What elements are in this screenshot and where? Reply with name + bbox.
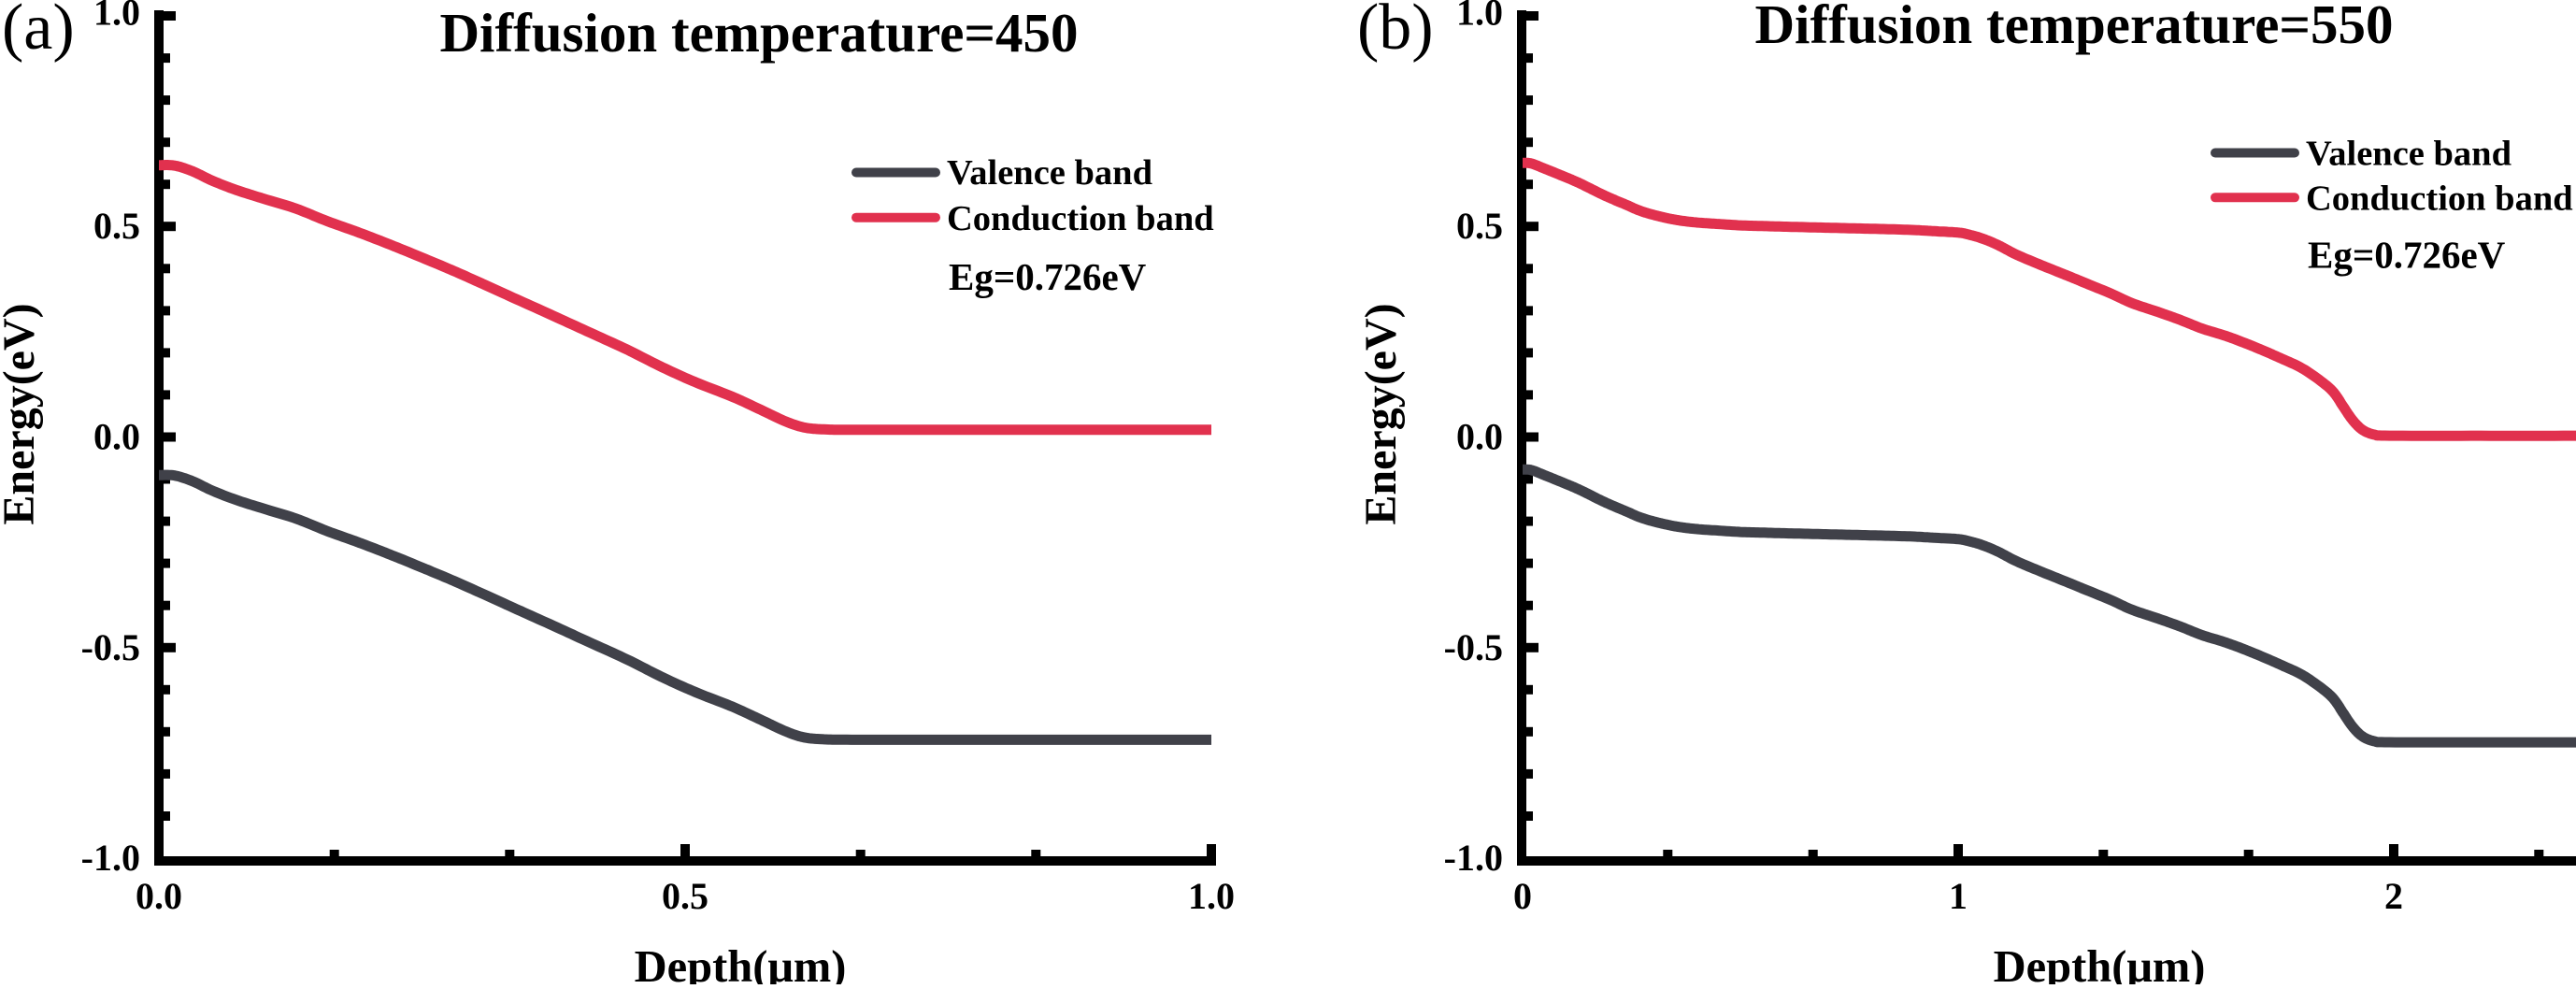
svg-text:Depth(μm): Depth(μm) — [635, 942, 847, 984]
svg-text:1: 1 — [1949, 875, 1968, 917]
svg-text:0.0: 0.0 — [93, 416, 140, 458]
svg-text:1.0: 1.0 — [1456, 0, 1503, 34]
svg-text:0.5: 0.5 — [1456, 205, 1503, 247]
svg-text:-0.5: -0.5 — [81, 626, 140, 668]
svg-text:0.5: 0.5 — [93, 205, 140, 247]
svg-text:Valence band: Valence band — [947, 153, 1152, 193]
svg-text:0.0: 0.0 — [136, 875, 182, 917]
svg-text:-1.0: -1.0 — [1444, 837, 1503, 879]
svg-text:Eg=0.726eV: Eg=0.726eV — [949, 255, 1147, 298]
svg-text:-0.5: -0.5 — [1444, 626, 1503, 668]
svg-text:Conduction band: Conduction band — [947, 199, 1214, 238]
svg-text:(b): (b) — [1357, 0, 1434, 64]
svg-text:(a): (a) — [2, 0, 75, 64]
svg-text:1.0: 1.0 — [93, 0, 140, 34]
svg-text:Conduction band: Conduction band — [2306, 179, 2573, 219]
svg-text:Depth(μm): Depth(μm) — [1994, 942, 2206, 984]
svg-text:0.0: 0.0 — [1456, 416, 1503, 458]
svg-text:-1.0: -1.0 — [81, 837, 140, 879]
svg-text:Eg=0.726eV: Eg=0.726eV — [2308, 234, 2506, 277]
svg-text:2: 2 — [2384, 875, 2403, 917]
svg-text:Diffusion temperature=550: Diffusion temperature=550 — [1754, 0, 2393, 55]
svg-text:0.5: 0.5 — [662, 875, 708, 917]
svg-text:1.0: 1.0 — [1188, 875, 1235, 917]
svg-text:Valence band: Valence band — [2306, 135, 2512, 174]
svg-text:0: 0 — [1513, 875, 1532, 917]
svg-text:Diffusion temperature=450: Diffusion temperature=450 — [439, 2, 1078, 64]
svg-text:Energy(eV): Energy(eV) — [1356, 303, 1406, 524]
svg-text:Energy(eV): Energy(eV) — [0, 303, 44, 524]
